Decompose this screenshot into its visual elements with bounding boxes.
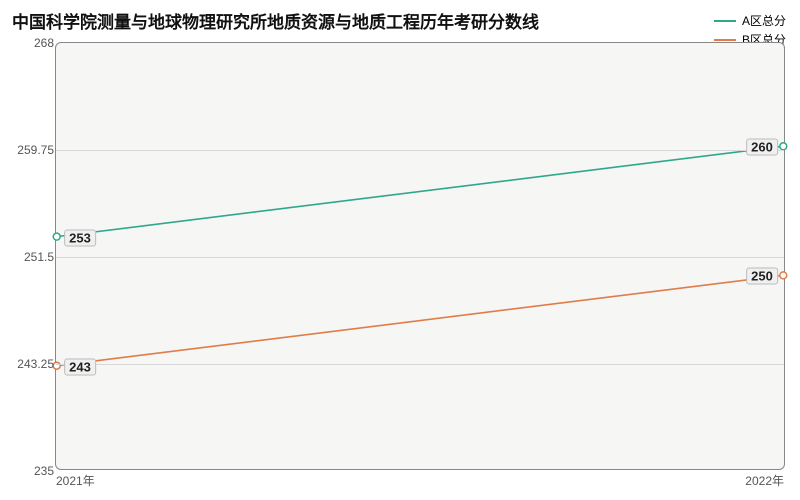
gridline [56,364,784,365]
chart-title: 中国科学院测量与地球物理研究所地质资源与地质工程历年考研分数线 [12,8,539,33]
gridline [56,150,784,151]
legend-label-a: A区总分 [742,12,786,29]
gridline [56,257,784,258]
data-point [780,143,787,150]
y-axis-tick: 235 [34,464,54,478]
plot-area: 235243.25251.5259.752682021年2022年2532602… [55,42,785,470]
y-axis-tick: 268 [34,36,54,50]
data-point [780,272,787,279]
y-axis-tick: 251.5 [24,250,54,264]
x-axis-tick: 2021年 [56,472,95,489]
legend-swatch-b [714,39,736,41]
legend-swatch-a [714,20,736,22]
series-line [57,146,784,236]
data-point [53,233,60,240]
x-axis-tick: 2022年 [745,472,784,489]
data-label: 260 [746,138,778,155]
y-axis-tick: 243.25 [17,357,54,371]
legend-item-a: A区总分 [714,12,786,29]
y-axis-tick: 259.75 [17,143,54,157]
data-label: 253 [64,229,96,246]
chart-svg [56,43,784,469]
chart-container: 中国科学院测量与地球物理研究所地质资源与地质工程历年考研分数线 A区总分 B区总… [0,0,800,500]
series-line [57,275,784,365]
data-label: 250 [746,268,778,285]
data-label: 243 [64,359,96,376]
